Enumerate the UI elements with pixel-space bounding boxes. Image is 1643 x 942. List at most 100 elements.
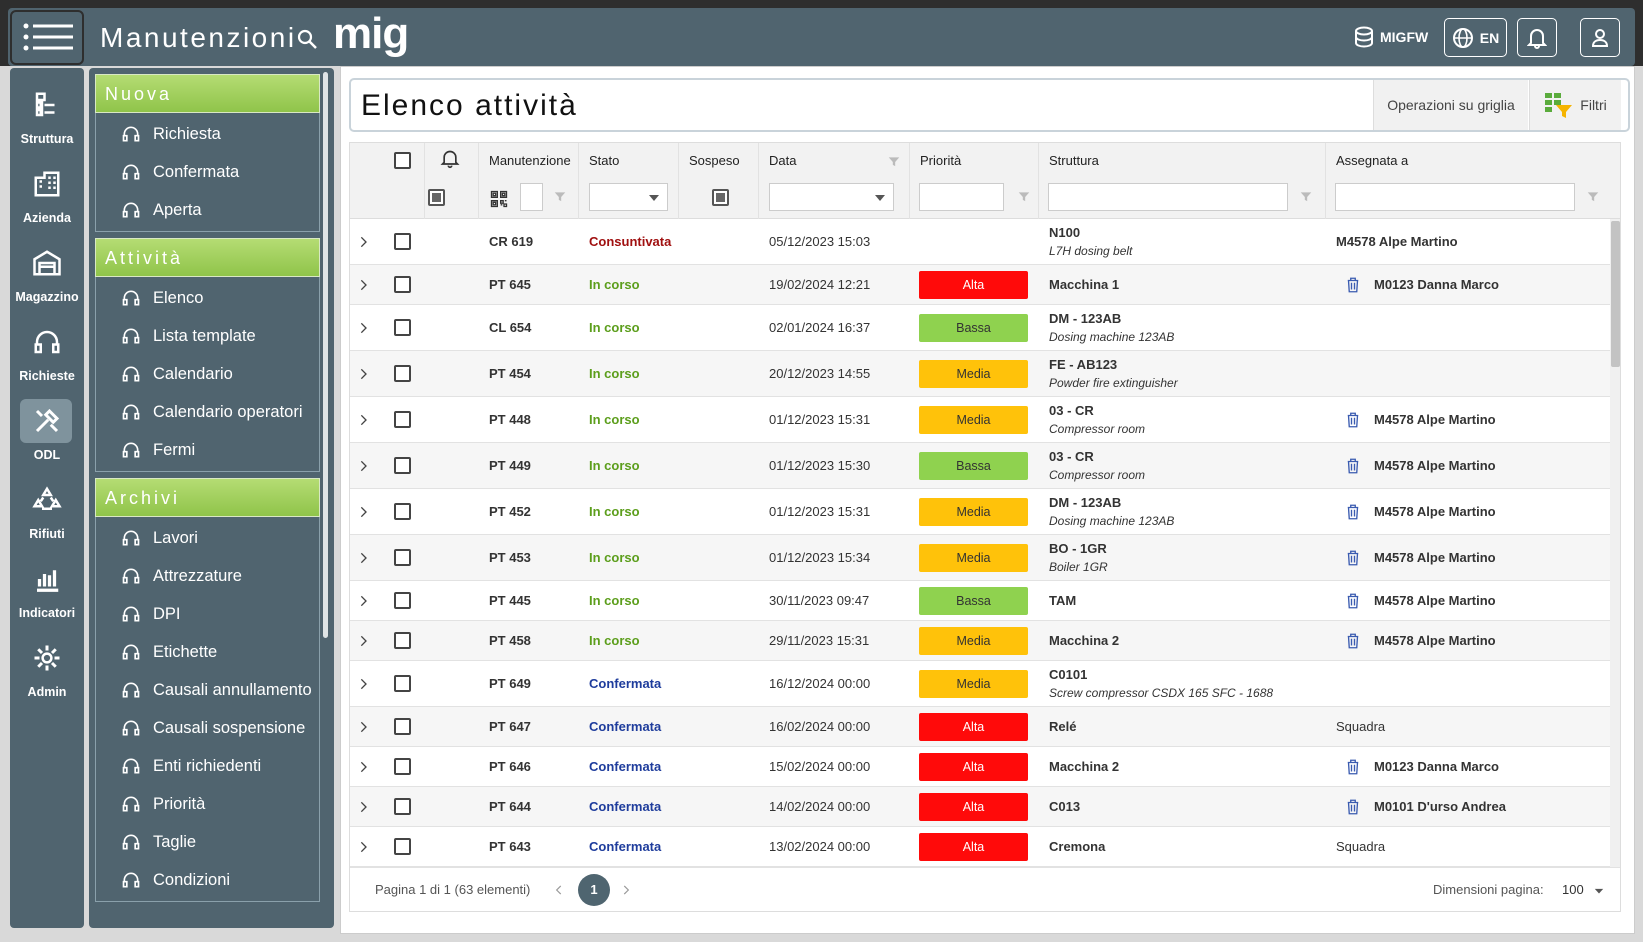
language-button[interactable]: EN	[1444, 18, 1507, 57]
filter-icon	[1545, 93, 1573, 118]
menu-item[interactable]: Lista template	[96, 317, 319, 355]
menu-item[interactable]: Causali sospensione	[96, 709, 319, 747]
select-all-checkbox[interactable]	[394, 152, 411, 169]
row-checkbox[interactable]	[394, 675, 411, 692]
menu-item-label: Elenco	[153, 288, 204, 307]
module-icon	[34, 330, 60, 354]
module-item[interactable]: Richieste	[10, 317, 84, 387]
column-header[interactable]: Data	[769, 153, 797, 168]
menu-section: Richiesta Confermata Aperta	[95, 113, 320, 232]
menu-scrollbar[interactable]	[323, 72, 328, 638]
pager-current[interactable]: 1	[578, 874, 610, 906]
module-bar: Struttura Azienda Magazzino Richieste ODL Rif…	[10, 68, 84, 928]
row-checkbox[interactable]	[394, 718, 411, 735]
menu-item[interactable]: Aperta	[96, 191, 319, 229]
notifications-button[interactable]	[1517, 18, 1557, 57]
page-size-caret	[1594, 888, 1604, 894]
expand-arrow	[360, 841, 367, 853]
expand-arrow	[360, 460, 367, 472]
menu-item[interactable]: Confermata	[96, 153, 319, 191]
status-text: Confermata	[589, 759, 662, 774]
module-item[interactable]: ODL	[10, 396, 84, 466]
filter-select[interactable]	[769, 183, 894, 211]
menu-item-icon	[122, 530, 140, 546]
grid-scrollbar-thumb[interactable]	[1611, 221, 1620, 367]
row-checkbox[interactable]	[394, 798, 411, 815]
menu-item[interactable]: Elenco	[96, 279, 319, 317]
row-checkbox[interactable]	[394, 457, 411, 474]
filter-checkbox[interactable]	[712, 189, 729, 206]
column-header[interactable]: Stato	[589, 153, 620, 168]
filter-input[interactable]	[919, 183, 1004, 211]
menu-item-label: Lista template	[153, 326, 256, 345]
filter-input[interactable]	[520, 183, 543, 211]
maintenance-code: PT 453	[489, 550, 531, 565]
priority-badge: Media	[919, 406, 1028, 434]
search-icon[interactable]	[296, 28, 320, 52]
row-checkbox[interactable]	[394, 319, 411, 336]
grid-row[interactable]	[350, 219, 1610, 265]
menu-item[interactable]: Enti richiedenti	[96, 747, 319, 785]
row-checkbox[interactable]	[394, 365, 411, 382]
row-checkbox[interactable]	[394, 549, 411, 566]
module-label: Magazzino	[15, 290, 79, 304]
menu-item[interactable]: Attrezzature	[96, 557, 319, 595]
module-item[interactable]: Indicatori	[10, 554, 84, 624]
menu-item[interactable]: Etichette	[96, 633, 319, 671]
module-item[interactable]: Admin	[10, 633, 84, 703]
status-text: In corso	[589, 504, 640, 519]
menu-section-header[interactable]: Attività	[95, 238, 320, 277]
menu-section-header[interactable]: Nuova	[95, 74, 320, 113]
database-indicator[interactable]: MIGFW	[1354, 26, 1428, 48]
menu-item[interactable]: Lavori	[96, 519, 319, 557]
column-header[interactable]: Manutenzione	[489, 153, 571, 168]
module-item[interactable]: Rifiuti	[10, 475, 84, 545]
row-checkbox[interactable]	[394, 758, 411, 775]
row-checkbox[interactable]	[394, 503, 411, 520]
filter-select[interactable]	[589, 183, 668, 211]
filter-checkbox[interactable]	[428, 189, 445, 206]
menu-section-header[interactable]: Archivi	[95, 478, 320, 517]
menu-item-icon	[122, 644, 140, 660]
column-header[interactable]: Struttura	[1049, 153, 1099, 168]
menu-item[interactable]: Calendario	[96, 355, 319, 393]
row-checkbox[interactable]	[394, 276, 411, 293]
maintenance-code: PT 454	[489, 366, 531, 381]
filters-button[interactable]: Filtri	[1529, 80, 1621, 130]
row-checkbox[interactable]	[394, 233, 411, 250]
menu-item[interactable]: Priorità	[96, 785, 319, 823]
date-text: 16/02/2024 00:00	[769, 719, 871, 734]
filter-input[interactable]	[1335, 183, 1575, 211]
hamburger-button[interactable]	[10, 10, 84, 65]
expand-arrow	[360, 322, 367, 334]
menu-item[interactable]: DPI	[96, 595, 319, 633]
menu-item[interactable]: Causali annullamento	[96, 671, 319, 709]
menu-item[interactable]: Calendario operatori	[96, 393, 319, 431]
grid-operations-button[interactable]: Operazioni su griglia	[1373, 80, 1528, 130]
menu-item-label: Calendario	[153, 364, 233, 383]
grid-scrollbar[interactable]	[1610, 219, 1620, 867]
module-label: Azienda	[23, 211, 71, 225]
bell-icon	[1527, 28, 1547, 49]
menu-item[interactable]: Taglie	[96, 823, 319, 861]
menu-item[interactable]: Richiesta	[96, 115, 319, 153]
menu-item[interactable]: Fermi	[96, 431, 319, 469]
priority-badge: Bassa	[919, 314, 1028, 342]
column-filter-icon	[554, 192, 566, 202]
column-header[interactable]: Assegnata a	[1336, 153, 1409, 168]
structure-code: Macchina 1	[1049, 277, 1120, 292]
user-button[interactable]	[1580, 18, 1620, 57]
filter-input[interactable]	[1048, 183, 1288, 211]
app-title: Manutenzioni	[100, 22, 296, 53]
module-item[interactable]: Struttura	[10, 80, 84, 150]
column-header[interactable]: Priorità	[920, 153, 962, 168]
row-checkbox[interactable]	[394, 592, 411, 609]
module-item[interactable]: Azienda	[10, 159, 84, 229]
page-size-value[interactable]: 100	[1562, 882, 1584, 897]
module-item[interactable]: Magazzino	[10, 238, 84, 308]
row-checkbox[interactable]	[394, 632, 411, 649]
column-header[interactable]: Sospeso	[689, 153, 740, 168]
menu-item[interactable]: Condizioni	[96, 861, 319, 899]
row-checkbox[interactable]	[394, 838, 411, 855]
row-checkbox[interactable]	[394, 411, 411, 428]
